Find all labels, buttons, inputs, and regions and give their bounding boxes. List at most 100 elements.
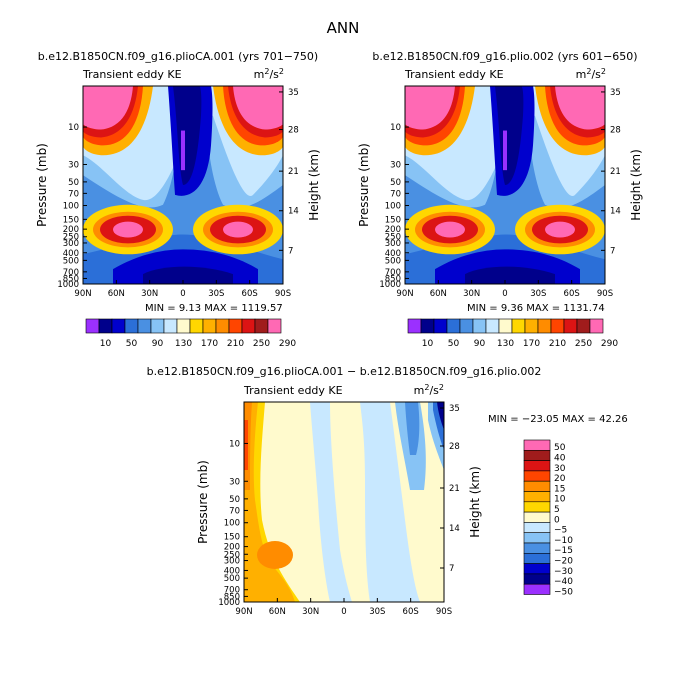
pressure-tick-label: 100 [63,202,79,212]
x-tick-label: 30S [208,289,224,299]
pressure-tick-label: 400 [224,566,240,576]
panel-c-variable: Transient eddy KE [243,384,343,397]
colorbar-label: −30 [554,567,573,577]
height-tick-label: 35 [449,404,460,414]
pressure-tick-label: 250 [63,233,79,243]
colorbar-swatch [523,511,551,523]
colorbar-label: 50 [448,339,460,349]
panel-c: b.e12.B1850CN.f09_g16.plioCA.001 − b.e12… [147,365,628,617]
colorbar-swatch [523,480,551,492]
colorbar-label: 130 [497,339,514,349]
height-tick-label: 28 [449,442,460,452]
panel-a-units: m2/s2 [254,67,284,81]
colorbar-swatch [433,318,448,334]
colorbar-swatch [523,491,551,503]
colorbar-swatch [98,318,113,334]
pressure-tick-label: 700 [63,268,79,278]
pressure-tick-label: 150 [224,533,240,543]
colorbar-swatch [485,318,500,334]
colorbar-label: 250 [575,339,592,349]
height-tick-label: 7 [288,246,293,256]
x-tick-label: 90N [235,607,252,617]
x-tick-label: 90S [436,607,452,617]
pressure-tick-label: 400 [63,249,79,259]
pressure-tick-label: 1000 [379,280,401,290]
colorbar-swatch [523,501,551,513]
height-tick-label: 21 [610,167,621,177]
panel-c-minmax: MIN = −23.05 MAX = 42.26 [488,414,628,425]
panel-c-title: b.e12.B1850CN.f09_g16.plioCA.001 − b.e12… [147,365,542,378]
x-tick-label: 60S [242,289,258,299]
pressure-tick-label: 850 [385,274,401,284]
x-tick-label: 90N [396,289,413,299]
pressure-tick-label: 10 [390,123,401,133]
colorbar-label: 50 [554,443,566,453]
pressure-tick-label: 400 [385,249,401,259]
colorbar-label: 20 [554,474,566,484]
panel-c-x-ticks: 90N 60N 30N 0 30S 60S 90S [235,598,452,617]
panel-b: b.e12.B1850CN.f09_g16.plio.002 (yrs 601−… [357,50,643,349]
colorbar-label: 90 [474,339,486,349]
colorbar-swatch [523,470,551,482]
colorbar-label: −10 [554,536,573,546]
pressure-tick-label: 500 [63,256,79,266]
panel-a-case: b.e12.B1850CN.f09_g16.plioCA.001 (yrs 70… [38,50,318,63]
colorbar-swatch [523,532,551,544]
colorbar-label: 40 [554,453,566,463]
colorbar-label: 0 [554,515,560,525]
colorbar-label: 10 [422,339,434,349]
colorbar-label: 5 [554,505,560,515]
panel-b-height-ticks: 35 28 21 14 7 [601,88,621,256]
colorbar-label: −15 [554,546,573,556]
colorbar-swatch [472,318,487,334]
colorbar-swatch [189,318,204,334]
colorbar-label: 250 [253,339,270,349]
colorbar-label: −40 [554,577,573,587]
pressure-tick-label: 300 [63,239,79,249]
pressure-tick-label: 50 [229,495,240,505]
colorbar-label: 290 [601,339,618,349]
x-tick-label: 60N [430,289,447,299]
pressure-tick-label: 50 [390,178,401,188]
x-tick-label: 0 [341,607,346,617]
colorbar-swatch [176,318,191,334]
pressure-tick-label: 70 [68,189,79,199]
pressure-tick-label: 200 [385,225,401,235]
panel-b-field [405,86,605,284]
colorbar-swatch [550,318,565,334]
colorbar-swatch [124,318,139,334]
panel-b-x-ticks: 90N 60N 30N 0 30S 60S 90S [396,280,613,299]
colorbar-swatch [511,318,526,334]
pressure-tick-label: 100 [224,519,240,529]
colorbar-swatch [163,318,178,334]
figure-title: ANN [327,19,360,37]
colorbar-swatch [523,439,551,451]
panel-b-ylabel: Pressure (mb) [357,143,371,227]
colorbar-label: 50 [126,339,138,349]
pressure-tick-label: 30 [390,160,401,170]
x-tick-label: 90S [275,289,291,299]
panel-c-y2label: Height (km) [468,466,482,537]
x-tick-label: 60N [269,607,286,617]
pressure-tick-label: 30 [229,477,240,487]
panel-b-case: b.e12.B1850CN.f09_g16.plio.002 (yrs 601−… [372,50,637,63]
panel-a-height-ticks: 35 28 21 14 7 [279,88,299,256]
pressure-tick-label: 10 [68,123,79,133]
pressure-tick-label: 10 [229,439,240,449]
colorbar-swatch [523,522,551,534]
pressure-tick-label: 100 [385,202,401,212]
pressure-tick-label: 500 [385,256,401,266]
pressure-tick-label: 200 [63,225,79,235]
colorbar-swatch [537,318,552,334]
panel-a-y2label: Height (km) [307,149,321,220]
colorbar-swatch [254,318,269,334]
colorbar-swatch [498,318,513,334]
colorbar-swatch [459,318,474,334]
pressure-tick-label: 700 [224,586,240,596]
height-tick-label: 7 [610,246,615,256]
panel-c-units: m2/s2 [414,383,444,397]
panel-b-variable: Transient eddy KE [404,68,504,81]
height-tick-label: 14 [610,207,621,217]
colorbar-label: −20 [554,556,573,566]
